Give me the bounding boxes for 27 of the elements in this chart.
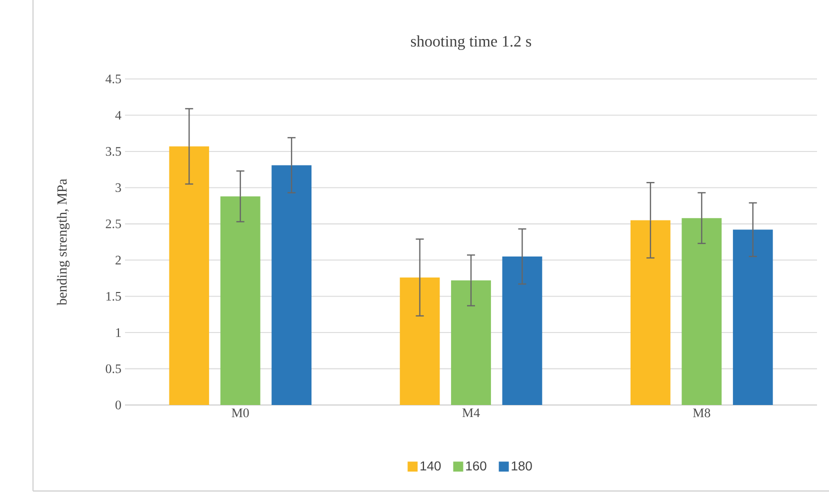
y-tick-label: 1: [116, 328, 121, 337]
bar: [732, 230, 773, 405]
y-tick-label: 4.5: [106, 74, 121, 84]
bar: [682, 218, 722, 405]
bar: [400, 277, 440, 405]
x-tick-label: M4: [462, 408, 480, 418]
y-tick-label: 0: [116, 400, 121, 410]
bar: [630, 220, 670, 405]
bar: [502, 256, 542, 405]
y-tick-label: 2.5: [106, 219, 121, 228]
legend-label: 180: [512, 461, 532, 470]
y-axis-title: bending strength, MPa: [56, 178, 70, 306]
y-tick-label: 3.5: [106, 147, 121, 156]
y-tick-label: 1.5: [106, 292, 121, 301]
x-tick-label: M8: [693, 408, 710, 418]
bar: [169, 146, 210, 405]
bar: [451, 280, 491, 405]
x-tick-label: M0: [232, 408, 249, 418]
y-tick-label: 2: [116, 256, 121, 264]
legend-label: 140: [420, 461, 441, 470]
bar: [272, 165, 312, 405]
chart-title: shooting time 1.2 s: [411, 35, 532, 50]
bar: [220, 196, 260, 405]
legend-label: 160: [466, 461, 486, 470]
y-tick-label: 0.5: [106, 364, 121, 374]
y-tick-label: 3: [116, 183, 121, 192]
y-tick-label: 4: [115, 110, 122, 120]
